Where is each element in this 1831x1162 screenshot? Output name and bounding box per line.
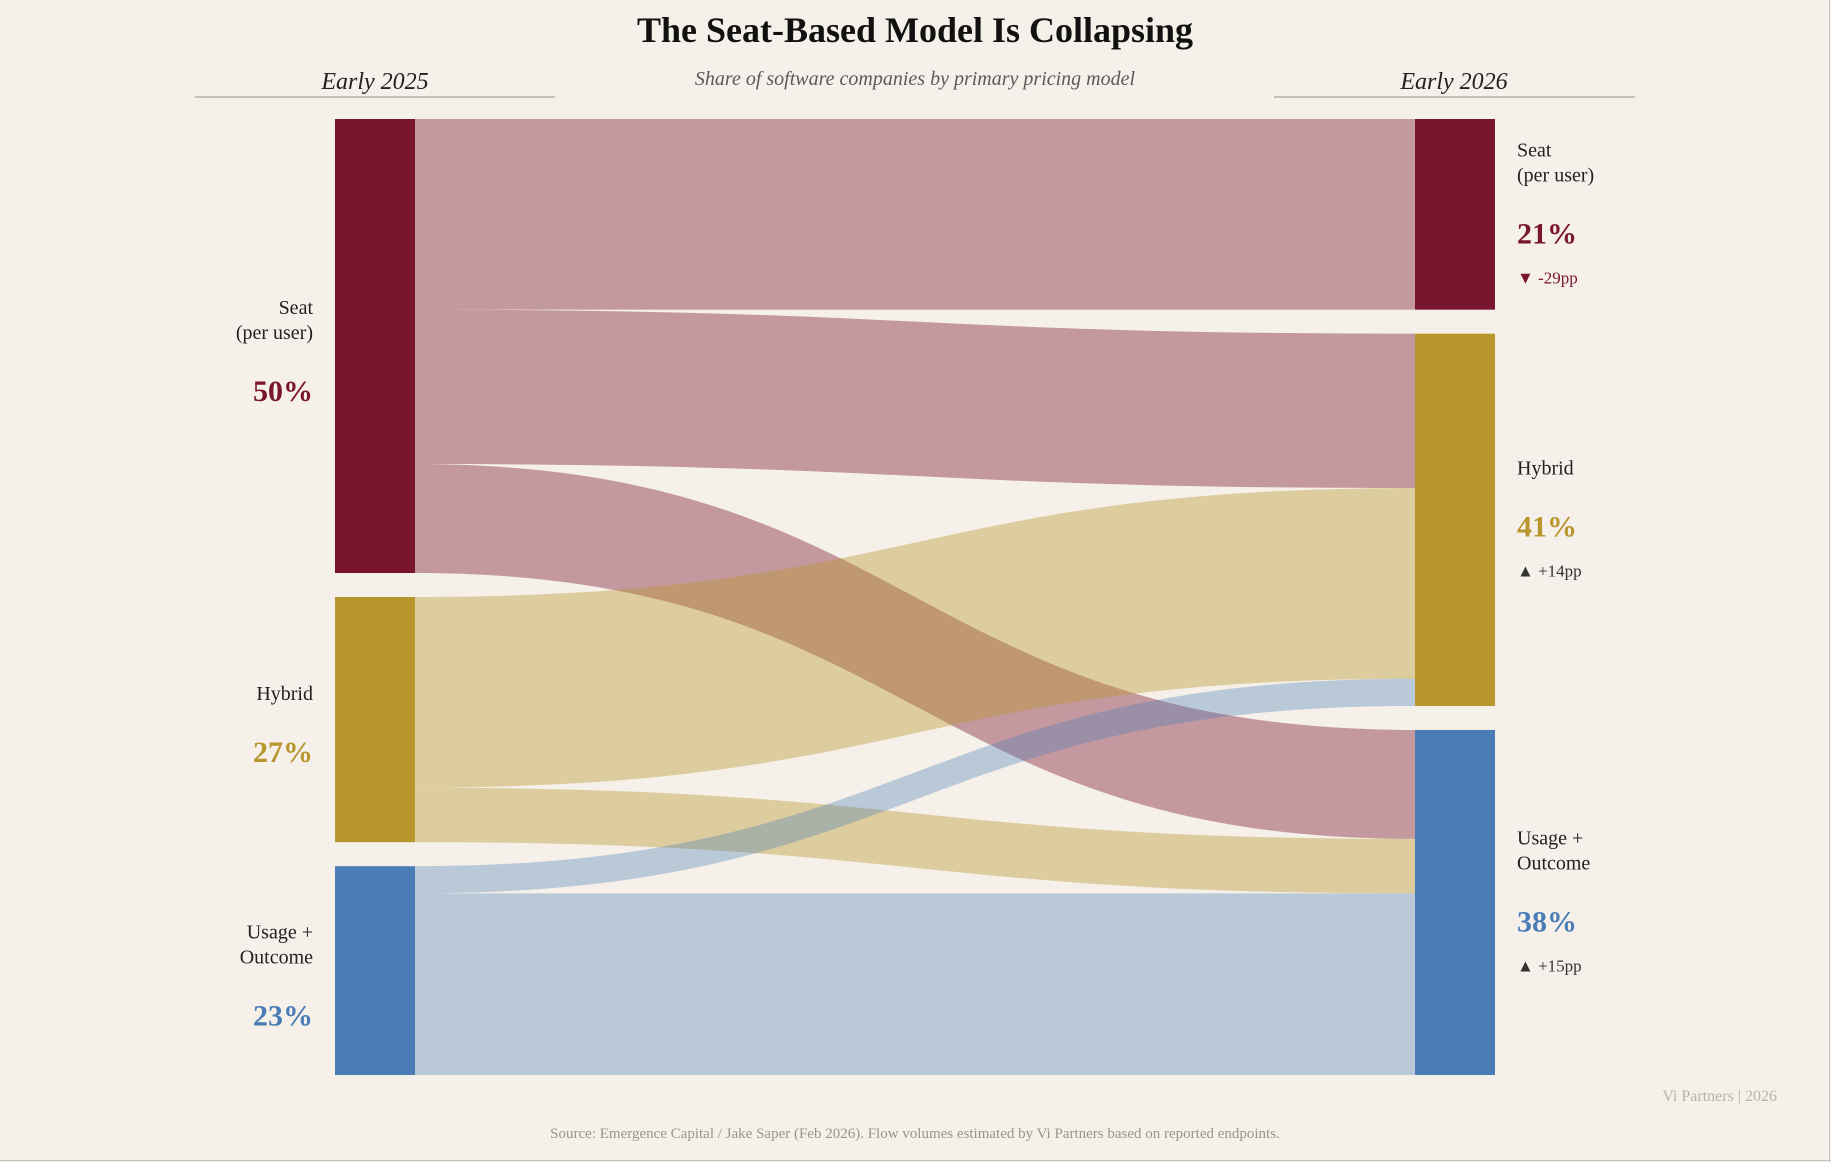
target-label-usage: Outcome xyxy=(1517,852,1590,874)
target-value-hybrid: 41% xyxy=(1517,510,1577,543)
chart-subtitle: Share of software companies by primary p… xyxy=(695,68,1136,90)
target-node-usage xyxy=(1415,729,1495,1075)
labels-layer: Seat (per user) 50% Hybrid 27% Usage + Outcome… xyxy=(236,139,1594,1032)
source-label-seat: (per user) xyxy=(236,322,313,344)
flow-seat-to-seat xyxy=(415,119,1415,310)
target-label-hybrid: Hybrid xyxy=(1517,457,1574,479)
flow-usage-to-usage xyxy=(415,893,1415,1075)
source-value-seat: 50% xyxy=(253,375,313,408)
target-value-seat: 21% xyxy=(1517,217,1577,250)
flow-usage-to-hybrid xyxy=(415,678,1415,894)
credit-text: Vi Partners | 2026 xyxy=(1662,1088,1777,1105)
flow-hybrid-to-hybrid xyxy=(415,488,1415,788)
target-label-usage: Usage + xyxy=(1517,827,1583,849)
target-label-seat: (per user) xyxy=(1517,164,1594,186)
source-node-hybrid xyxy=(335,597,415,843)
source-node-seat xyxy=(335,119,415,573)
source-node-usage xyxy=(335,866,415,1075)
target-label-seat: Seat xyxy=(1517,139,1552,161)
flow-hybrid-to-usage xyxy=(415,787,1415,894)
flow-seat-to-usage xyxy=(415,464,1415,839)
chart-title: The Seat-Based Model Is Collapsing xyxy=(637,10,1193,50)
flow-seat-to-hybrid xyxy=(415,309,1415,489)
target-value-usage: 38% xyxy=(1517,905,1577,938)
nodes-layer xyxy=(335,119,1495,1075)
left-column-header: Early 2025 xyxy=(320,69,428,95)
target-node-seat xyxy=(1415,119,1495,310)
target-change-seat: ▼ -29pp xyxy=(1517,268,1578,287)
target-change-hybrid: ▲ +14pp xyxy=(1517,561,1582,580)
source-note: Source: Emergence Capital / Jake Saper (… xyxy=(550,1126,1280,1142)
target-change-usage: ▲ +15pp xyxy=(1517,956,1582,975)
source-value-hybrid: 27% xyxy=(253,736,313,769)
source-label-usage: Usage + xyxy=(247,922,313,944)
flows-layer xyxy=(415,119,1415,1075)
source-label-hybrid: Hybrid xyxy=(256,683,313,705)
right-column-header: Early 2026 xyxy=(1399,69,1507,95)
source-label-seat: Seat xyxy=(279,297,314,319)
target-node-hybrid xyxy=(1415,333,1495,706)
source-value-usage: 23% xyxy=(253,1000,313,1033)
source-label-usage: Outcome xyxy=(240,947,313,969)
